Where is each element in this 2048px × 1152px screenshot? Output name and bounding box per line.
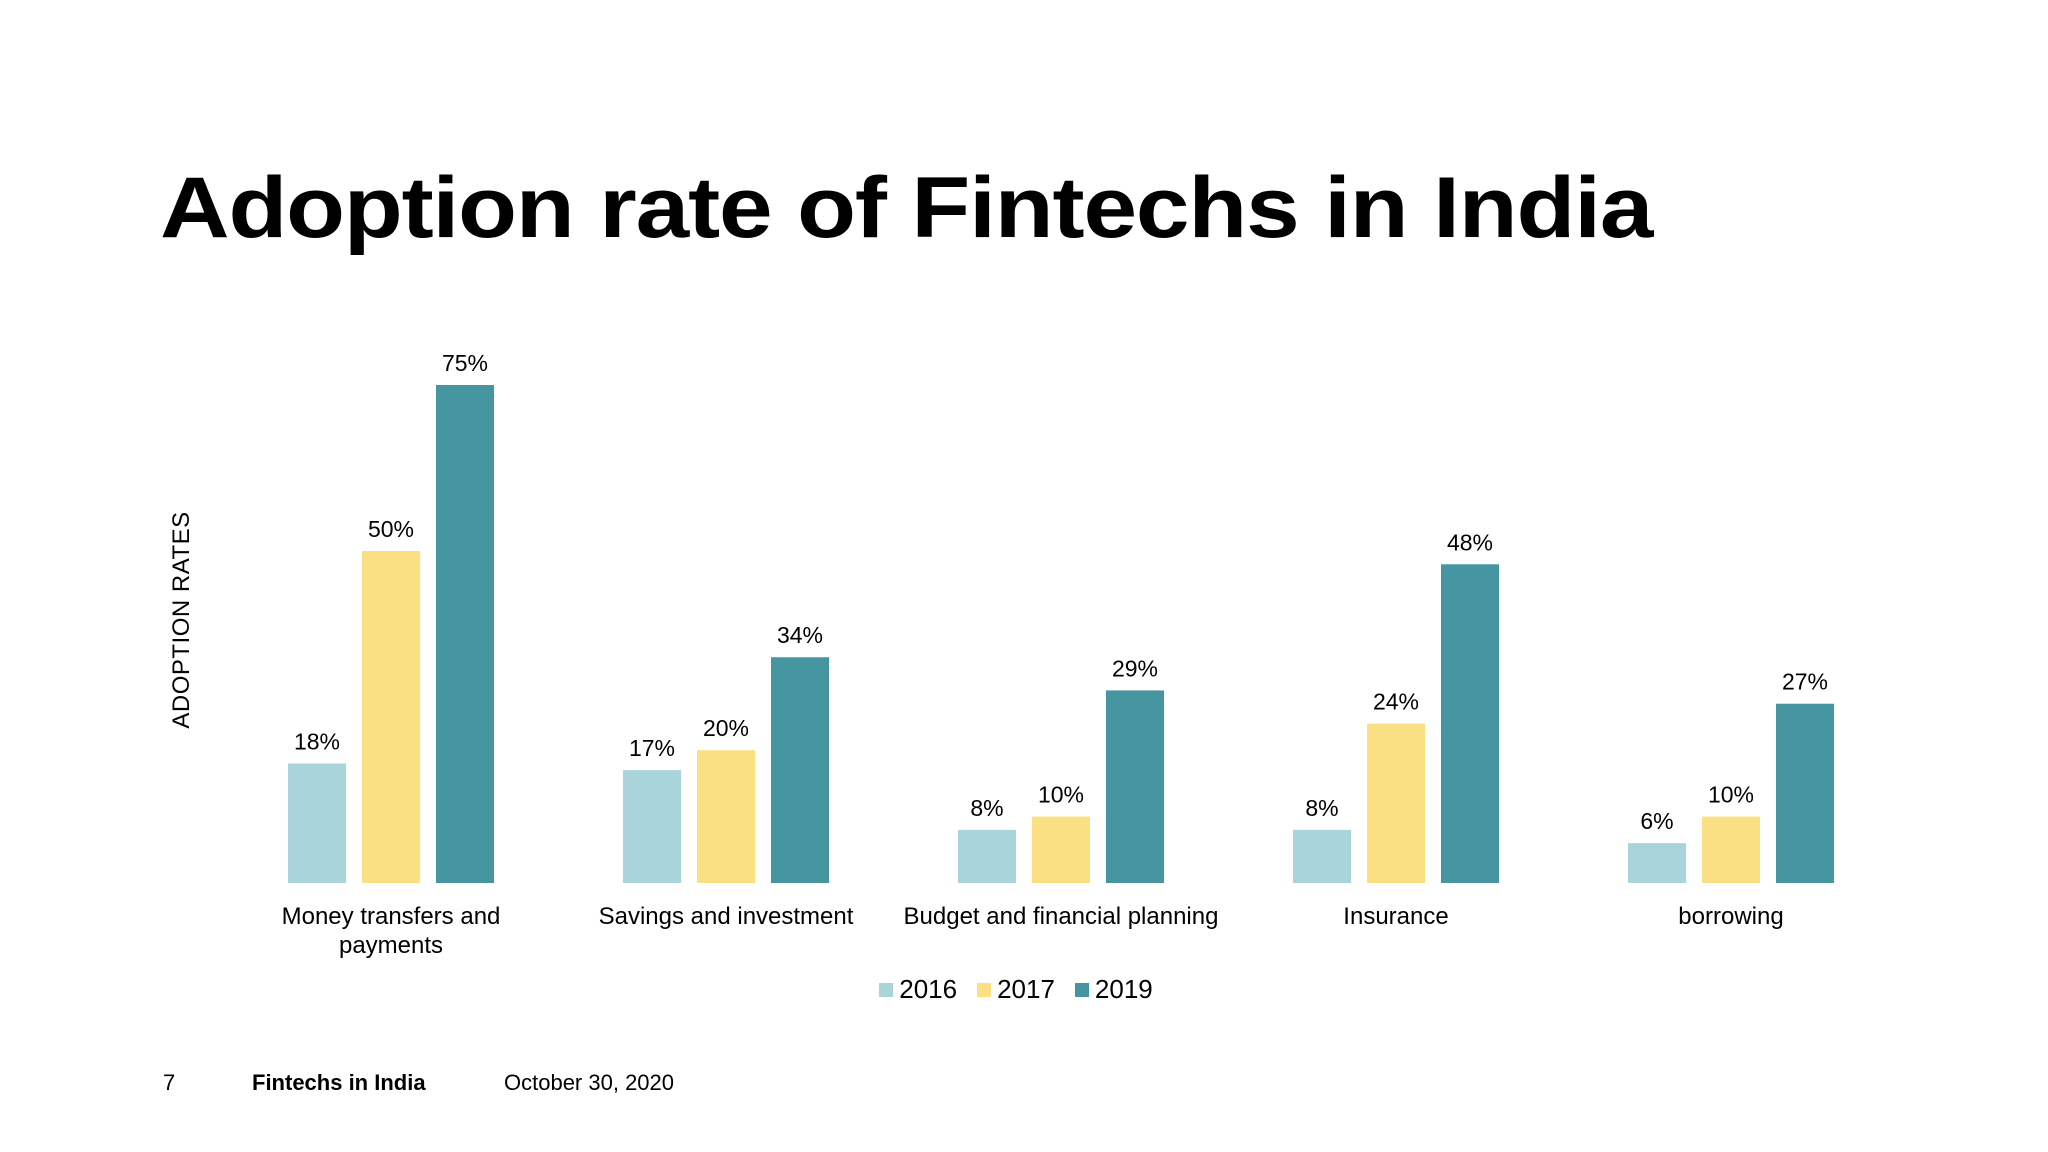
data-label-2017-2: 10% xyxy=(1038,782,1084,808)
legend-item-2019: 2019 xyxy=(1074,974,1153,1005)
data-label-2019-4: 27% xyxy=(1782,669,1828,695)
legend-swatch-2017 xyxy=(977,982,992,997)
legend-item-2016: 2016 xyxy=(879,974,957,1005)
data-label-2017-3: 24% xyxy=(1373,689,1419,715)
bar-2016-1 xyxy=(623,770,681,883)
legend-swatch-2019 xyxy=(1074,982,1089,997)
legend-swatch-2016 xyxy=(879,982,894,997)
data-label-2017-4: 10% xyxy=(1708,782,1754,808)
data-label-2019-3: 48% xyxy=(1447,529,1493,555)
data-label-2017-1: 20% xyxy=(703,715,749,741)
data-label-2019-1: 34% xyxy=(777,622,823,648)
bars-group xyxy=(288,385,1834,883)
bar-2017-0 xyxy=(362,551,420,883)
bar-2017-1 xyxy=(697,750,755,883)
bar-2017-4 xyxy=(1702,816,1760,883)
data-label-2016-0: 18% xyxy=(294,728,340,754)
data-label-2019-0: 75% xyxy=(442,350,488,376)
bar-2016-3 xyxy=(1293,829,1351,883)
bar-2019-4 xyxy=(1776,703,1834,883)
bar-2016-2 xyxy=(958,829,1016,883)
legend-label-2017: 2017 xyxy=(997,974,1055,1004)
data-label-2016-4: 6% xyxy=(1640,808,1673,834)
bar-2017-2 xyxy=(1032,816,1090,883)
legend-item-2017: 2017 xyxy=(977,974,1055,1005)
footer-date: October 30, 2020 xyxy=(504,1070,675,1095)
data-label-2016-2: 8% xyxy=(970,795,1003,821)
bar-2016-0 xyxy=(288,763,346,883)
slide-title: Adoption rate of Fintechs in India xyxy=(160,160,1653,256)
bar-2017-3 xyxy=(1367,723,1425,883)
legend: 2016 2017 2019 xyxy=(0,974,2048,1005)
data-label-2019-2: 29% xyxy=(1112,655,1158,681)
legend-label-2019: 2019 xyxy=(1094,974,1153,1004)
data-label-2017-0: 50% xyxy=(368,516,414,542)
category-label-4: borrowing xyxy=(1678,903,1783,930)
category-label-0: Money transfers and payments xyxy=(282,903,501,959)
bar-2019-2 xyxy=(1106,690,1164,883)
data-label-2016-1: 17% xyxy=(629,735,675,761)
category-label-2: Budget and financial planning xyxy=(904,903,1219,930)
data-label-2016-3: 8% xyxy=(1305,795,1338,821)
legend-label-2016: 2016 xyxy=(899,974,958,1004)
bar-2019-1 xyxy=(771,657,829,883)
category-labels-group: Money transfers and payments Savings and i… xyxy=(282,903,1784,959)
footer-page-number: 7 xyxy=(163,1070,176,1095)
bar-2019-0 xyxy=(436,385,494,883)
category-label-3: Insurance xyxy=(1343,903,1448,930)
bar-2016-4 xyxy=(1628,843,1686,883)
footer-deck-title: Fintechs in India xyxy=(252,1070,426,1095)
value-labels-group: 18% 50% 75% 17% 20% 34% 8% 10% 29% 8% 24% 48% 6% 10% 2… xyxy=(294,350,1828,834)
category-label-1: Savings and investment xyxy=(599,903,854,930)
bar-2019-3 xyxy=(1441,564,1499,883)
